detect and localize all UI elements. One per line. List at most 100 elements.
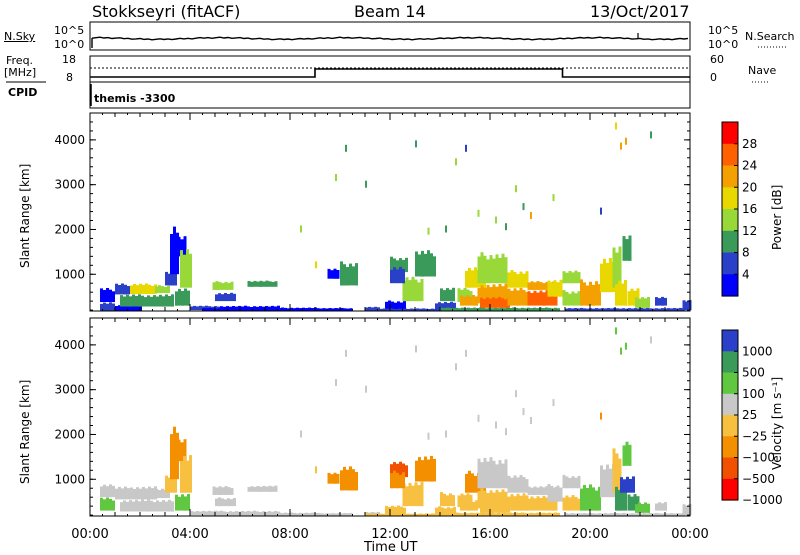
data-cell	[548, 307, 551, 311]
data-cell	[186, 249, 189, 288]
data-cell	[673, 513, 676, 516]
data-cell	[574, 270, 578, 284]
data-speck	[620, 142, 622, 150]
data-cell	[507, 288, 511, 306]
data-cell	[500, 513, 503, 516]
data-speck	[300, 430, 302, 438]
data-cell	[624, 489, 627, 511]
data-cell	[622, 236, 626, 261]
data-cell	[522, 493, 526, 511]
data-cell	[568, 513, 571, 516]
data-cell	[661, 513, 664, 516]
data-cell	[211, 308, 215, 311]
data-cell	[271, 308, 275, 311]
data-cell	[165, 501, 168, 512]
data-cell	[533, 282, 537, 290]
data-cell	[577, 475, 581, 489]
data-cell	[449, 493, 452, 507]
data-cell	[466, 295, 469, 306]
data-cell	[480, 462, 484, 489]
data-cell	[512, 513, 515, 516]
data-cell	[565, 513, 568, 516]
data-speck	[530, 417, 532, 424]
data-cell	[271, 513, 275, 516]
data-cell	[265, 308, 269, 311]
data-cell	[371, 308, 374, 311]
data-cell	[679, 307, 682, 311]
data-cell	[641, 297, 644, 308]
data-cell	[121, 305, 124, 311]
data-cell	[637, 513, 640, 516]
data-cell	[635, 297, 638, 308]
data-cell	[120, 502, 123, 512]
data-cell	[507, 475, 511, 493]
data-cell	[183, 456, 186, 493]
data-cell	[498, 503, 501, 513]
data-cell	[628, 444, 632, 466]
data-cell	[123, 500, 126, 512]
data-cell	[408, 482, 412, 507]
data-cell	[235, 513, 239, 516]
data-cell	[631, 513, 634, 516]
data-cell	[554, 512, 557, 516]
data-cell	[628, 308, 631, 311]
data-cell	[214, 513, 218, 516]
data-cell	[483, 502, 486, 513]
data-cell	[316, 512, 320, 516]
data-cell	[513, 272, 517, 288]
data-cell	[262, 485, 266, 492]
colorbar-segment	[722, 187, 738, 210]
data-cell	[250, 281, 254, 287]
data-cell	[343, 466, 346, 491]
data-cell	[415, 460, 418, 482]
data-cell	[127, 488, 130, 500]
data-cell	[130, 285, 133, 294]
data-speck	[515, 390, 517, 398]
data-cell	[453, 302, 456, 311]
data-cell	[627, 291, 631, 306]
data-cell	[380, 513, 383, 516]
data-cell	[498, 257, 502, 284]
data-cell	[630, 496, 634, 511]
data-cell	[670, 308, 673, 311]
data-cell	[501, 463, 505, 489]
data-cell	[533, 307, 536, 311]
data-cell	[407, 308, 410, 311]
data-cell	[268, 485, 272, 492]
data-cell	[135, 499, 138, 512]
data-cell	[574, 496, 578, 511]
data-cell	[398, 513, 401, 516]
data-cell	[577, 272, 581, 284]
data-cell	[221, 294, 224, 302]
date-title: 13/Oct/2017	[590, 2, 690, 21]
data-cell	[652, 308, 655, 311]
data-cell	[126, 501, 129, 512]
data-cell	[545, 486, 549, 495]
data-cell	[333, 268, 337, 279]
data-speck	[515, 185, 517, 193]
data-cell	[530, 281, 534, 290]
data-cell	[425, 308, 428, 311]
data-cell	[138, 501, 141, 512]
data-cell	[180, 442, 184, 462]
data-cell	[333, 472, 337, 484]
data-cell	[542, 292, 546, 306]
data-cell	[524, 512, 527, 516]
data-cell	[161, 286, 164, 294]
data-cell	[510, 270, 514, 288]
data-cell	[148, 486, 151, 500]
data-speck	[615, 122, 617, 130]
data-cell	[183, 236, 187, 257]
data-cell	[268, 513, 272, 516]
data-cell	[100, 486, 103, 498]
data-cell	[562, 474, 566, 489]
data-cell	[106, 288, 109, 302]
data-cell	[404, 514, 407, 516]
data-cell	[365, 308, 368, 311]
data-cell	[527, 513, 530, 516]
data-cell	[492, 284, 496, 304]
data-cell	[135, 296, 138, 307]
data-speck	[620, 347, 622, 355]
data-cell	[469, 500, 472, 511]
data-cell	[574, 308, 577, 311]
